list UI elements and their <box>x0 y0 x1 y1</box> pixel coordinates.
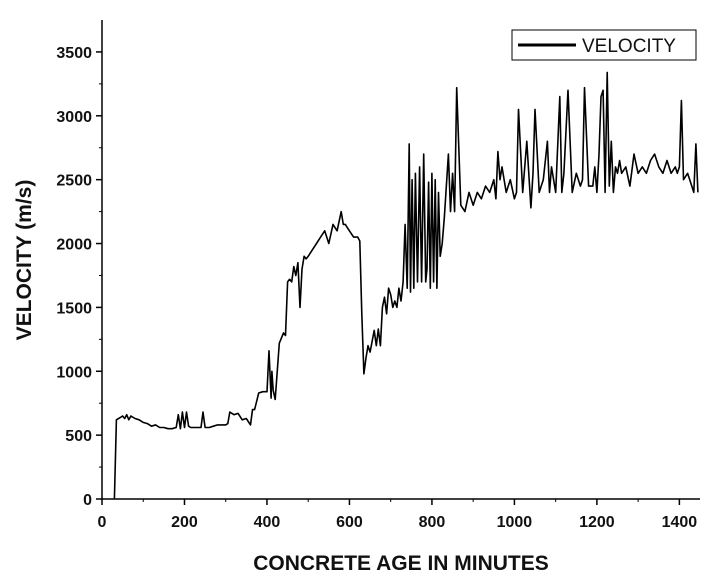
y-tick-label: 0 <box>83 492 92 509</box>
y-tick-label: 500 <box>65 428 92 445</box>
y-tick-label: 3500 <box>56 45 92 62</box>
x-tick-label: 1400 <box>662 514 698 531</box>
y-axis-title: VELOCITY (m/s) <box>13 180 36 341</box>
x-tick-label: 200 <box>171 514 198 531</box>
series-layer <box>113 71 699 500</box>
x-tick-label: 800 <box>419 514 446 531</box>
y-tick-label: 2000 <box>56 237 92 254</box>
plot-area: 0 500 1000 1500 2000 2500 3000 3500 0 200 400 600 8… <box>56 20 700 531</box>
x-tick-label: 400 <box>254 514 281 531</box>
y-tick-label: 1500 <box>56 300 92 317</box>
x-tick-label: 0 <box>98 514 107 531</box>
y-tick-label: 3000 <box>56 109 92 126</box>
x-axis-ticks: 0 200 400 600 800 1000 1200 1400 <box>98 499 698 531</box>
x-tick-label: 1000 <box>497 514 533 531</box>
y-tick-label: 2500 <box>56 173 92 190</box>
x-tick-label: 600 <box>336 514 363 531</box>
x-tick-label: 1200 <box>579 514 615 531</box>
x-axis-title: CONCRETE AGE IN MINUTES <box>253 552 549 575</box>
y-axis-ticks: 0 500 1000 1500 2000 2500 3000 3500 <box>56 45 102 509</box>
legend-label: VELOCITY <box>582 36 676 57</box>
legend: VELOCITY <box>511 29 697 61</box>
series-line-velocity <box>113 71 699 500</box>
y-tick-label: 1000 <box>56 364 92 381</box>
